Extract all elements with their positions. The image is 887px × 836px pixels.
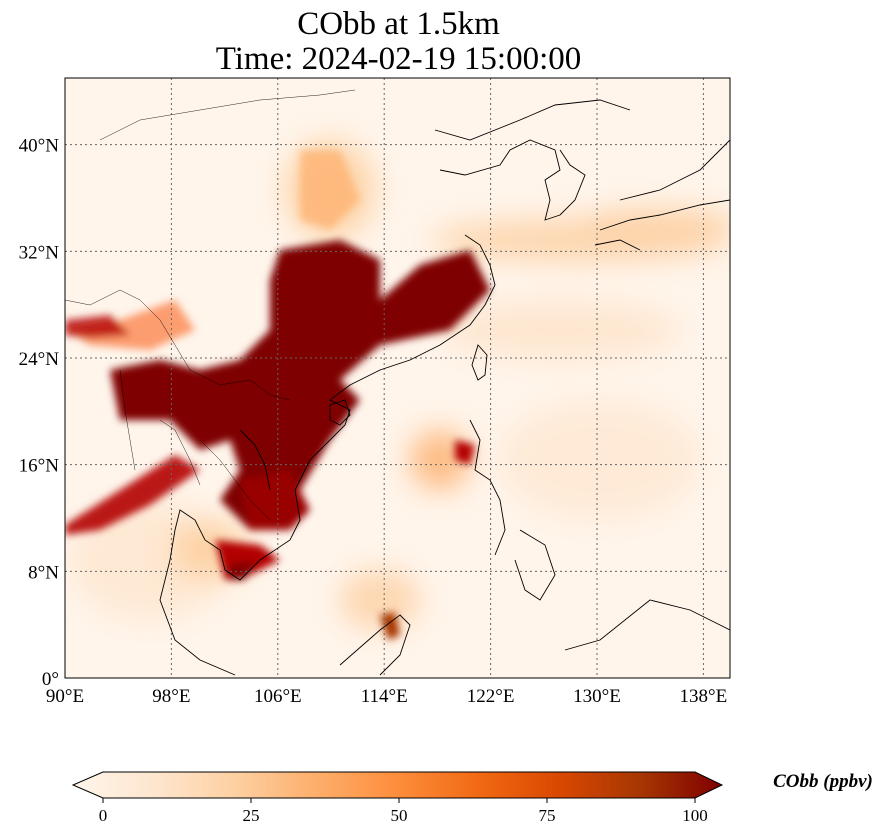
lat-tick-label: 24°N <box>19 349 60 370</box>
map-frame <box>64 77 731 679</box>
colorbar-tick-label: 50 <box>391 806 408 825</box>
lat-tick-label: 16°N <box>19 456 60 477</box>
colorbar-tick-label: 0 <box>99 806 108 825</box>
colorbar-tick-label: 25 <box>243 806 260 825</box>
co-plume-layer <box>65 150 490 640</box>
map-plot-area <box>65 78 730 678</box>
coastline-layer <box>159 99 730 676</box>
lat-tick-label: 8°N <box>28 562 59 583</box>
lon-tick-label: 138°E <box>680 686 728 707</box>
lon-tick-label: 106°E <box>254 686 302 707</box>
lat-tick-label: 0° <box>42 669 59 690</box>
lat-tick-label: 32°N <box>19 242 60 263</box>
longitude-axis: 90°E 98°E 106°E 114°E 122°E 130°E 138°E <box>46 686 727 707</box>
map-subtitle-time: Time: 2024-02-19 15:00:00 <box>215 41 582 77</box>
map-gridlines <box>65 78 730 678</box>
lon-tick-label: 90°E <box>46 686 84 707</box>
border-layer <box>65 89 356 521</box>
colorbar: 0 25 50 75 100 CObb (ppbv) <box>71 771 873 825</box>
colorbar-tick-label: 100 <box>682 806 708 825</box>
colorbar-title: CObb (ppbv) <box>773 771 873 792</box>
lon-tick-label: 122°E <box>467 686 515 707</box>
map-title: CObb at 1.5km <box>297 6 500 42</box>
colorbar-tick-label: 75 <box>539 806 556 825</box>
lon-tick-label: 98°E <box>152 686 190 707</box>
colorbar-ticks: 0 25 50 75 100 <box>99 798 708 825</box>
lon-tick-label: 130°E <box>573 686 621 707</box>
colorbar-bar <box>71 771 724 799</box>
latitude-axis: 0° 8°N 16°N 24°N 32°N 40°N <box>19 136 60 690</box>
lon-tick-label: 114°E <box>361 686 408 707</box>
lat-tick-label: 40°N <box>19 136 60 157</box>
